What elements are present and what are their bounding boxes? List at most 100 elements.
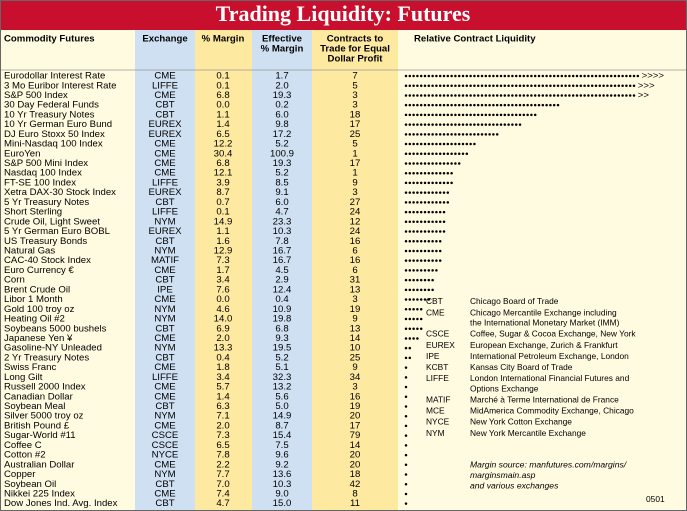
dot: [476, 123, 480, 126]
dot: [473, 103, 476, 107]
effective-margin: 16.7: [273, 255, 292, 266]
liquidity-dots: [404, 453, 408, 457]
overflow-arrows: >>: [638, 90, 650, 101]
commodity: Copper: [4, 469, 36, 480]
dot: [438, 249, 442, 253]
contracts: 3: [352, 100, 357, 111]
contracts: 3: [352, 294, 357, 305]
dot: [427, 269, 431, 272]
effective-margin: 5.2: [275, 168, 288, 179]
dot: [457, 152, 461, 156]
title: Trading Liquidity: Futures: [216, 1, 471, 26]
dot: [628, 74, 632, 78]
liquidity-dots: [404, 171, 453, 175]
liquidity-dots: [404, 317, 423, 321]
effective-margin: 19.8: [273, 314, 292, 325]
dot: [625, 74, 628, 78]
legend-desc: European Exchange, Zurich & Frankfurt: [470, 340, 618, 350]
dot: [427, 259, 431, 262]
dot: [423, 269, 427, 272]
effective-margin: 5.6: [275, 391, 288, 402]
dot: [412, 162, 415, 165]
effective-margin: 7.8: [275, 236, 288, 247]
contracts: 24: [350, 207, 361, 218]
exchange: CME: [154, 333, 175, 344]
dot: [408, 308, 412, 311]
margin: 1.1: [216, 109, 229, 120]
effective-margin: 9.2: [275, 459, 288, 470]
liquidity-dots: [404, 376, 408, 379]
dot: [435, 201, 438, 204]
dot: [465, 133, 469, 136]
dot: [541, 84, 545, 87]
commodity: Short Sterling: [4, 207, 62, 218]
dot: [412, 278, 415, 282]
dot: [423, 210, 427, 214]
commodity: Eurodollar Interest Rate: [4, 71, 105, 82]
dot: [503, 84, 507, 87]
dot: [606, 84, 609, 87]
contracts: 17: [350, 420, 361, 431]
dot: [416, 220, 419, 224]
dot: [461, 142, 465, 146]
margin: 3.4: [216, 372, 230, 383]
liquidity-dots: [404, 492, 408, 496]
dot: [419, 152, 423, 156]
dot: [416, 123, 419, 126]
dot: [442, 103, 446, 107]
dot: [465, 74, 469, 78]
dot: [465, 94, 469, 97]
margin: 12.1: [214, 168, 233, 179]
dot: [412, 152, 415, 156]
dot: [484, 84, 488, 87]
dot: [457, 162, 461, 165]
dot: [408, 298, 412, 301]
dot: [518, 123, 522, 126]
dot: [404, 210, 408, 214]
liquidity-dots: [404, 210, 446, 214]
margin: 0.1: [216, 71, 229, 82]
dot: [431, 94, 434, 97]
dot: [423, 191, 427, 194]
commodity: Soybean Meal: [4, 401, 65, 412]
dot: [533, 113, 537, 117]
margin: 0.1: [216, 80, 229, 91]
dot: [514, 103, 518, 107]
dot: [549, 74, 552, 78]
contracts: 79: [350, 430, 361, 441]
dot: [416, 317, 419, 321]
effective-margin: 4.7: [275, 207, 288, 218]
commodity: Mini-Nasdaq 100 Index: [4, 139, 103, 150]
liquidity-dots: [404, 308, 423, 311]
dot: [419, 74, 423, 78]
dot: [488, 74, 491, 78]
commodity: British Pound £: [4, 420, 70, 431]
dot: [446, 171, 450, 175]
dot: [560, 84, 564, 87]
dot: [404, 239, 408, 243]
margin: 3.4: [216, 275, 230, 286]
dot: [423, 249, 427, 253]
dot: [503, 103, 507, 107]
effective-margin: 4.5: [275, 265, 288, 276]
margin: 2.2: [216, 459, 229, 470]
dot: [564, 94, 567, 97]
dot: [518, 94, 522, 97]
dot: [579, 94, 583, 97]
dot: [552, 94, 556, 97]
margin: 1.8: [216, 362, 229, 373]
exchange: CBT: [155, 401, 174, 412]
dot: [537, 94, 541, 97]
contracts: 20: [350, 411, 361, 422]
margin: 2.0: [216, 333, 229, 344]
dot: [450, 74, 453, 78]
dot: [419, 103, 423, 107]
dot: [438, 201, 442, 204]
margin: 6.5: [216, 440, 229, 451]
dot: [495, 74, 499, 78]
effective-margin: 10.3: [273, 226, 292, 237]
dot: [404, 463, 408, 467]
dot: [404, 453, 408, 457]
dot: [537, 74, 541, 78]
dot: [450, 142, 453, 146]
